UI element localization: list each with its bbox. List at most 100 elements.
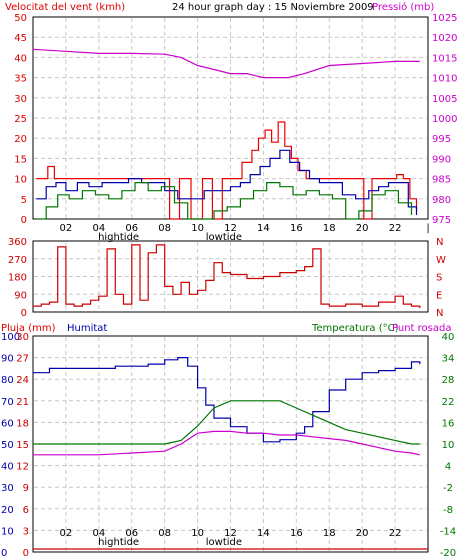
climate-x-tick-label: 22 <box>389 528 402 539</box>
wind-tick-label: 10 <box>14 175 27 186</box>
graph-title: 24 hour graph day : 15 Noviembre 2009 <box>172 2 374 13</box>
temperature-tick-label: 40 <box>442 332 455 343</box>
rain-tick-label: 27 <box>16 354 29 365</box>
pressure-tick-label: 990 <box>432 154 451 165</box>
humidity-tick-label: 90 <box>1 354 14 365</box>
pressure-line <box>32 48 420 79</box>
pressure-tick-label: 985 <box>432 175 451 186</box>
humidity-tick-label: 30 <box>1 483 14 494</box>
wind-x-tick-label: 10 <box>191 223 204 234</box>
compass-tick-label: E <box>436 290 442 301</box>
wind-tick-label: 30 <box>14 94 27 105</box>
wind-tick-label: 35 <box>14 74 27 85</box>
wind-hightide-label: hightide <box>98 232 139 243</box>
humidity-tick-label: 0 <box>1 548 7 559</box>
min-wind-line <box>36 182 413 220</box>
wind-title: Velocitat del vent (kmh) <box>5 2 125 13</box>
wind-x-tick-label: 18 <box>323 223 336 234</box>
gust-line <box>36 121 418 220</box>
rain-tick-label: 30 <box>16 332 29 343</box>
pressure-title: Pressió (mb) <box>372 1 434 13</box>
temperature-tick-label: -14 <box>440 526 456 537</box>
climate-x-tick-label: 12 <box>224 528 237 539</box>
wind-tick-label: 15 <box>14 154 27 165</box>
pressure-tick-label: 975 <box>432 215 451 226</box>
temperature-tick-label: 22 <box>442 397 455 408</box>
compass-tick-label: N <box>436 308 443 319</box>
climate-x-tick-label: 16 <box>290 528 303 539</box>
pressure-tick-label: 1020 <box>432 33 457 44</box>
rain-tick-label: 9 <box>23 483 29 494</box>
temperature-tick-label: 4 <box>445 462 451 473</box>
humidity-tick-label: 40 <box>1 462 14 473</box>
humidity-tick-label: 20 <box>1 505 14 516</box>
humidity-tick-label: 60 <box>1 418 14 429</box>
climate-x-tick-label: 06 <box>125 528 138 539</box>
dewpoint-title: Punt rosada <box>392 323 451 334</box>
climate-hightide-label: hightide <box>98 537 139 548</box>
climate-x-tick-label: 04 <box>92 528 105 539</box>
rain-tick-label: 21 <box>16 397 29 408</box>
humidity-tick-label: 100 <box>1 332 20 343</box>
humidity-tick-label: 80 <box>1 375 14 386</box>
climate-x-tick-label: 18 <box>323 528 336 539</box>
wind-tick-label: 45 <box>14 33 27 44</box>
rain-tick-label: 3 <box>23 526 29 537</box>
direction-tick-label: 360 <box>8 237 27 248</box>
climate-x-tick-label: 08 <box>158 528 171 539</box>
temperature-tick-label: -8 <box>443 505 453 516</box>
compass-tick-label: N <box>436 237 443 248</box>
climate-x-tick-label: 02 <box>60 528 73 539</box>
wind-x-tick-label: 02 <box>60 223 73 234</box>
humidity-title: Humitat <box>67 323 107 334</box>
wind-x-tick-label: 20 <box>356 223 369 234</box>
wind-x-tick-label: 06 <box>125 223 138 234</box>
pressure-tick-label: 1025 <box>432 13 457 24</box>
climate-x-tick-label: 14 <box>257 528 270 539</box>
temperature-tick-label: -20 <box>440 548 456 559</box>
wind-x-tick-label: 14 <box>257 223 270 234</box>
humidity-tick-label: 70 <box>1 397 14 408</box>
direction-tick-label: 270 <box>8 255 27 266</box>
pressure-tick-label: 1000 <box>432 114 457 125</box>
pressure-tick-label: 1015 <box>432 53 457 64</box>
wind-x-tick-label: 16 <box>290 223 303 234</box>
climate-x-tick-label: 10 <box>191 528 204 539</box>
compass-tick-label: W <box>436 255 446 266</box>
direction-tick-label: 90 <box>14 290 27 301</box>
climate-lowtide-label: lowtide <box>206 537 242 548</box>
wind-panel-frame <box>32 16 429 220</box>
wind-x-tick-label: 08 <box>158 223 171 234</box>
wind-tick-label: 40 <box>14 53 27 64</box>
wind-tick-label: 5 <box>21 195 27 206</box>
temperature-title: Temperatura (°C) <box>311 323 399 334</box>
temperature-tick-label: 16 <box>442 418 455 429</box>
temperature-line <box>33 400 420 445</box>
humidity-tick-label: 50 <box>1 440 14 451</box>
rain-tick-label: 24 <box>16 375 29 386</box>
climate-x-tick-label: | <box>426 528 429 539</box>
wind-tick-label: 0 <box>21 215 27 226</box>
wind-lowtide-label: lowtide <box>206 232 242 243</box>
wind-x-tick-label: 12 <box>224 223 237 234</box>
wind-x-tick-label: 22 <box>389 223 402 234</box>
pressure-tick-label: 980 <box>432 195 451 206</box>
rain-tick-label: 0 <box>23 548 29 559</box>
climate-x-tick-label: 20 <box>356 528 369 539</box>
humidity-tick-label: 10 <box>1 526 14 537</box>
direction-panel-frame <box>32 240 429 313</box>
rain-title: Pluja (mm) <box>1 323 56 334</box>
avg-wind-line <box>36 149 418 215</box>
direction-tick-label: 180 <box>8 273 27 284</box>
pressure-tick-label: 995 <box>432 134 451 145</box>
direction-line <box>33 244 421 309</box>
pressure-tick-label: 1010 <box>432 74 457 85</box>
wind-tick-label: 50 <box>14 13 27 24</box>
rain-tick-label: 12 <box>16 462 29 473</box>
wind-tick-label: 20 <box>14 134 27 145</box>
dewpoint-line <box>33 430 420 456</box>
wind-tick-label: 25 <box>14 114 27 125</box>
temperature-tick-label: 34 <box>442 354 455 365</box>
wind-x-tick-label: | <box>426 223 429 234</box>
